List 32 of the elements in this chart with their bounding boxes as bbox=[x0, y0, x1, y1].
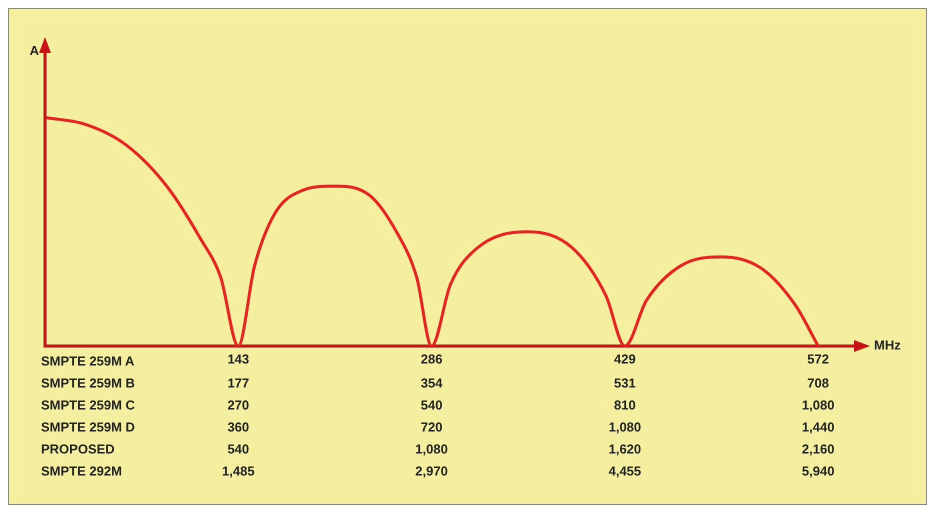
text: SMPTE 259M B bbox=[41, 376, 135, 391]
text: 1,080 bbox=[415, 442, 448, 457]
text: 2,970 bbox=[415, 464, 448, 479]
text: 2,160 bbox=[802, 442, 834, 457]
text: 270 bbox=[227, 398, 250, 413]
text: 531 bbox=[614, 376, 636, 391]
text: 540 bbox=[420, 398, 442, 413]
text: PROPOSED bbox=[41, 442, 115, 457]
text: 360 bbox=[227, 420, 250, 435]
text: 720 bbox=[420, 420, 442, 435]
text: SMPTE 259M D bbox=[41, 420, 135, 435]
x-tick-label: 572 bbox=[807, 351, 830, 366]
text: SMPTE 259M C bbox=[41, 398, 136, 413]
text: 5,940 bbox=[802, 464, 834, 479]
text: SMPTE 292M bbox=[41, 464, 122, 479]
text: 1,485 bbox=[222, 464, 255, 479]
text: 1,080 bbox=[608, 420, 642, 435]
text: 1,440 bbox=[802, 420, 834, 435]
text: 1,620 bbox=[608, 442, 642, 457]
x-tick-label: 286 bbox=[420, 351, 442, 366]
text: SMPTE 259M A bbox=[41, 354, 136, 369]
text: 540 bbox=[227, 442, 250, 457]
text: 810 bbox=[614, 398, 636, 413]
text: 4,455 bbox=[608, 464, 642, 479]
text: 354 bbox=[420, 376, 444, 391]
y-axis-title: A bbox=[30, 43, 40, 58]
text: 1,080 bbox=[802, 398, 834, 413]
x-axis-title: MHz bbox=[874, 338, 902, 353]
text: 177 bbox=[227, 376, 250, 391]
text: 708 bbox=[807, 376, 830, 391]
x-tick-label: 429 bbox=[614, 351, 636, 366]
x-tick-label: 143 bbox=[227, 351, 250, 366]
